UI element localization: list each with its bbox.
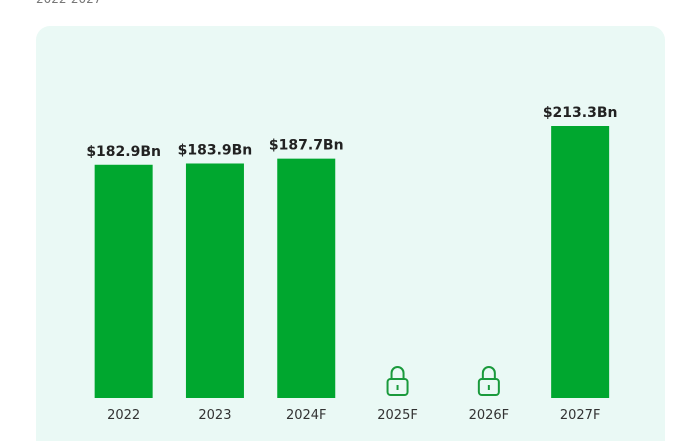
value-label: $182.9Bn bbox=[86, 144, 161, 160]
value-label: $183.9Bn bbox=[178, 142, 253, 158]
chart-subtitle: 2022-2027 bbox=[36, 0, 101, 6]
bar bbox=[185, 163, 244, 398]
bar bbox=[551, 126, 610, 398]
value-label: $213.3Bn bbox=[543, 105, 618, 121]
lock-icon bbox=[477, 366, 500, 396]
x-tick-label: 2022 bbox=[107, 408, 140, 423]
x-tick-label: 2026F bbox=[469, 408, 510, 423]
x-tick-label: 2023 bbox=[198, 408, 231, 423]
bar bbox=[94, 164, 153, 398]
x-tick-label: 2024F bbox=[286, 408, 327, 423]
x-tick-label: 2027F bbox=[560, 408, 601, 423]
bar bbox=[277, 158, 336, 398]
x-tick-label: 2025F bbox=[377, 408, 418, 423]
value-label: $187.7Bn bbox=[269, 138, 344, 154]
lock-icon bbox=[386, 366, 409, 396]
